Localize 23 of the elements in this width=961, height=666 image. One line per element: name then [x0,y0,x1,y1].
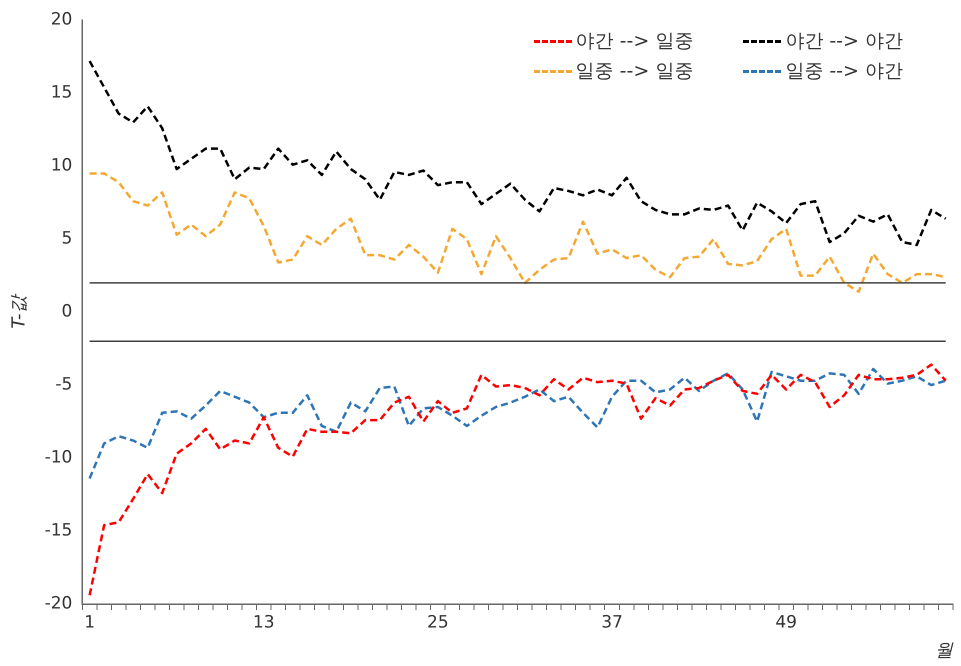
line-series [88,60,947,246]
line-series [88,368,947,480]
y-tick-label: -10 [44,447,72,468]
y-tick-label: 5 [62,228,72,249]
x-axis-title: 월 [935,640,954,661]
y-tick-label: -15 [44,520,72,540]
y-tick-label: 0 [62,302,72,322]
y-tick-label: 10 [50,156,72,176]
y-tick-label: 20 [50,10,72,30]
line-series [88,363,947,596]
x-tick-label: 49 [775,612,797,633]
x-tick-label: 1 [84,612,96,633]
legend-label: 야간 --> 야간 [785,29,903,54]
x-tick-label: 37 [601,612,623,633]
y-tick-label: 15 [50,82,72,103]
y-axis-title: T-값 [8,294,30,329]
y-tick-label: -5 [55,374,72,394]
legend-label: 야간 --> 일중 [576,29,694,54]
y-tick-label: -20 [44,593,72,614]
x-tick-label: 13 [252,612,275,633]
legend-label: 일중 --> 야간 [785,59,903,84]
x-tick-label: 25 [427,612,449,633]
legend-label: 일중 --> 일중 [576,59,694,84]
